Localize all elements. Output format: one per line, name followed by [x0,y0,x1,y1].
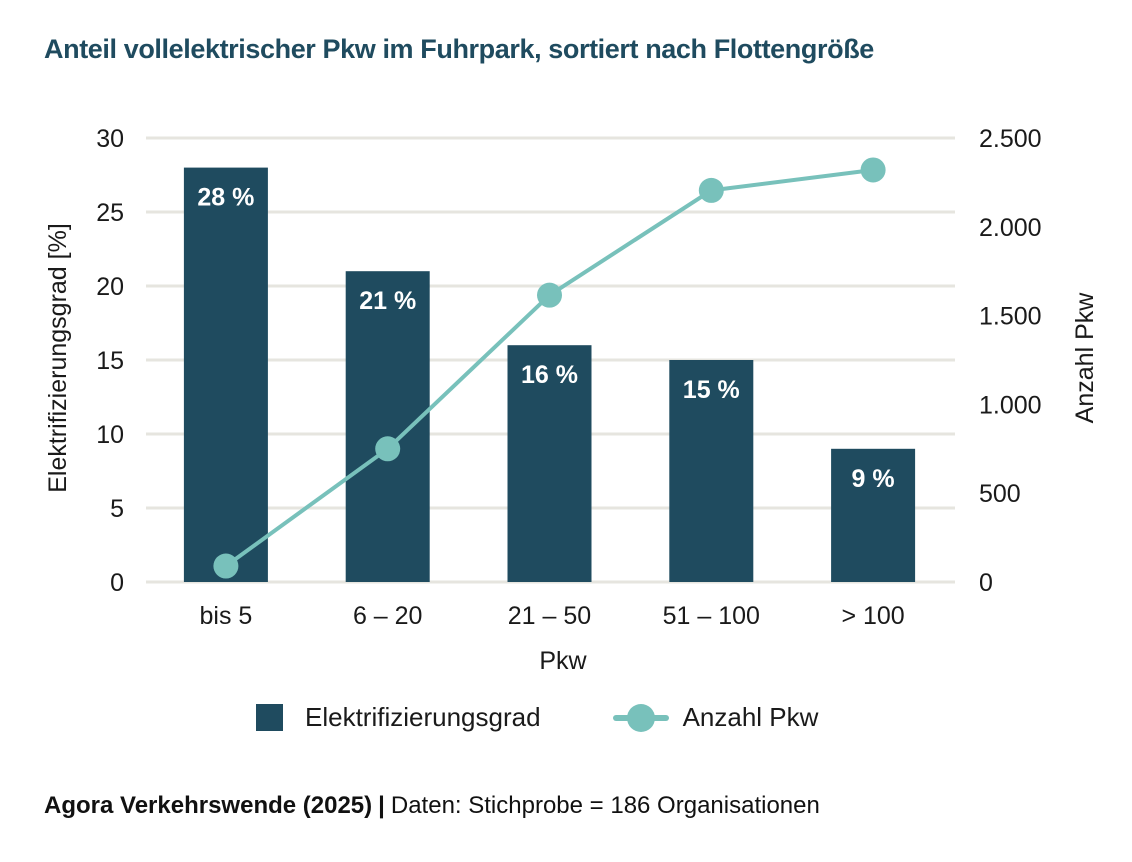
left-axis-tick-label: 15 [96,347,124,375]
left-axis-tick-label: 5 [110,495,124,523]
legend: Elektrifizierungsgrad Anzahl Pkw [256,702,818,733]
left-axis-tick-label: 30 [96,125,124,153]
bar-series [183,167,916,582]
right-axis-tick-label: 2.000 [979,214,1042,242]
bar [183,167,268,582]
left-axis-tick-label: 0 [110,569,124,597]
chart-title: Anteil vollelektrischer Pkw im Fuhrpark,… [44,34,874,64]
bar-data-label: 9 % [852,465,895,493]
data-note: Daten: Stichprobe = 186 Organisationen [390,792,820,819]
x-axis-ticks: bis 5 6 – 20 21 – 50 51 – 100 > 100 [199,602,904,630]
footer-separator: | [378,792,385,819]
line-point [213,553,239,579]
x-axis-tick-label: 6 – 20 [353,602,423,630]
footer: Agora Verkehrswende (2025) | Daten: Stichp… [44,792,820,820]
right-axis-label: Anzahl Pkw [1071,292,1099,424]
line-point [860,157,886,183]
x-axis-label: Pkw [539,647,587,675]
x-axis-tick-label: 51 – 100 [663,602,760,630]
x-axis-tick-label: bis 5 [199,602,252,630]
line-point [698,177,724,203]
left-axis-ticks: 0 5 10 15 20 25 30 [96,125,124,597]
right-axis-tick-label: 2.500 [979,125,1042,153]
left-axis-tick-label: 25 [96,199,124,227]
legend-bar-swatch-icon [256,704,283,731]
line-point [537,282,562,308]
source-label: Agora Verkehrswende (2025) [44,792,373,819]
legend-line-label: Anzahl Pkw [682,702,819,732]
bar-data-label: 16 % [521,361,578,389]
bar-data-label: 21 % [359,287,416,315]
bar-data-label: 15 % [683,376,740,404]
bar [669,360,754,582]
legend-line-marker-icon [612,703,669,732]
x-axis-tick-label: 21 – 50 [508,602,591,630]
right-axis-tick-label: 0 [979,569,993,597]
left-axis-tick-label: 20 [96,273,124,301]
right-axis-tick-label: 1.500 [979,303,1042,331]
x-axis-tick-label: > 100 [841,602,904,630]
bar [345,271,430,582]
legend-bar-label: Elektrifizierungsgrad [305,702,541,732]
left-axis-label: Elektrifizierungsgrad [%] [44,223,72,493]
right-axis-tick-label: 500 [979,480,1021,508]
chart: 28 % 21 % 16 % 15 % 9 % 0 5 10 15 20 25 30 0 500 1.0… [44,125,1099,675]
legend-item-line[interactable]: Anzahl Pkw [612,702,819,733]
bar-data-label: 28 % [197,184,254,212]
left-axis-tick-label: 10 [96,421,124,449]
right-axis-ticks: 0 500 1.000 1.500 2.000 2.500 [979,125,1042,597]
line-series [213,157,886,579]
right-axis-tick-label: 1.000 [979,391,1042,419]
bar [507,345,592,582]
legend-item-bar[interactable]: Elektrifizierungsgrad [256,702,541,733]
bar-data-labels: 28 % 21 % 16 % 15 % 9 % [197,184,894,493]
bar [831,448,916,582]
line-point [375,436,401,462]
